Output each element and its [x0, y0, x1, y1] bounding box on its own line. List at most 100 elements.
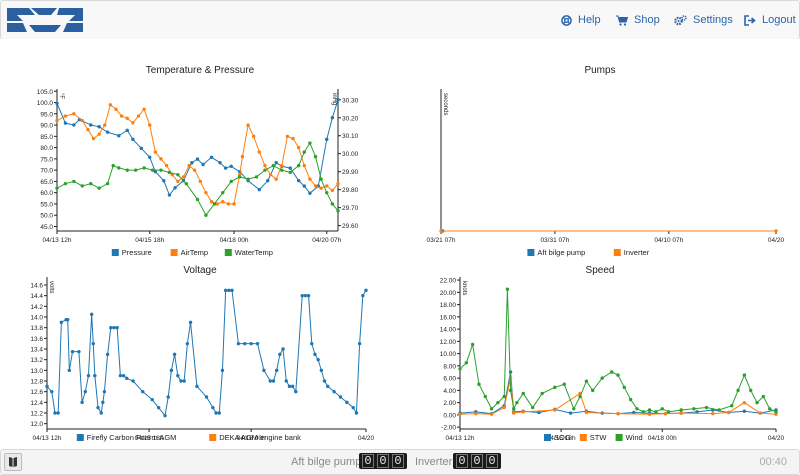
y-tick-label: 13.0	[30, 368, 43, 375]
firefly-carbon-foarm-agm-point	[80, 400, 84, 405]
y-tick-label: 13.2	[30, 357, 43, 364]
watertemp-point	[296, 163, 301, 168]
wind-point	[578, 394, 582, 399]
sog-point	[568, 411, 573, 415]
sog-legend-label: SOG	[554, 433, 571, 442]
x-tick-label: 04/20	[768, 237, 785, 244]
watertemp-point	[313, 154, 318, 159]
wind-point	[600, 376, 604, 380]
wind-point	[464, 361, 469, 365]
firefly-carbon-foarm-agm-point	[361, 293, 365, 298]
firefly-carbon-foarm-agm-point	[243, 341, 247, 346]
airtemp-point	[226, 202, 231, 206]
stw-point	[474, 411, 478, 416]
shop-link[interactable]: Shop	[616, 1, 660, 39]
logout-link[interactable]: Logout	[744, 1, 796, 39]
firefly-carbon-foarm-agm-point	[326, 384, 330, 389]
firefly-carbon-foarm-agm-point	[284, 379, 288, 383]
y-tick-label: 12.00	[440, 339, 457, 346]
y-tick-label: 95.0	[40, 111, 53, 118]
airtemp-point	[114, 107, 118, 111]
firefly-carbon-foarm-agm-point	[290, 384, 295, 389]
wind-point	[736, 388, 740, 393]
y-tick-label: 90.0	[40, 123, 53, 130]
aft-bilge-pump-legend-label: Aft bilge pump	[537, 248, 585, 257]
x-tick-label: 04/13 12h	[446, 435, 475, 442]
wind-legend-swatch	[615, 434, 623, 441]
x-tick-label: 03/31 07h	[540, 237, 569, 244]
pressure-point	[218, 160, 222, 165]
y-tick-label: 65.0	[40, 179, 53, 186]
firefly-carbon-foarm-agm-point	[67, 368, 72, 373]
pressure-point	[257, 187, 262, 192]
firefly-carbon-foarm-agm-point	[281, 347, 285, 351]
firefly-carbon-foarm-agm-point	[287, 384, 292, 389]
book-button[interactable]	[4, 453, 22, 471]
wind-point	[515, 400, 519, 405]
firefly-carbon-foarm-agm-line	[46, 289, 367, 417]
clock-time: 00:40	[759, 456, 787, 468]
settings-link[interactable]: Settings	[674, 1, 733, 39]
firefly-carbon-foarm-agm-point	[278, 352, 282, 357]
pump-counter: 0 0 0	[359, 453, 407, 469]
y-tick-label: 10.00	[440, 351, 457, 358]
y-right-tick-label: 30.00	[342, 151, 359, 158]
watertemp-point	[221, 190, 225, 195]
wind-legend-label: Wind	[626, 433, 643, 442]
firefly-carbon-foarm-agm-point	[268, 379, 272, 383]
voltage-chart: Voltage 12.0 12.2 12.4 12.6 12.8 13.0 13.2 13.4 1…	[0, 261, 400, 447]
airtemp-point	[274, 177, 278, 181]
inverter-digit: 0	[471, 454, 483, 468]
firefly-carbon-foarm-agm-point	[204, 395, 209, 399]
wind-point	[540, 391, 544, 396]
settings-label: Settings	[693, 14, 733, 26]
y-right-tick-label: 29.70	[342, 205, 359, 212]
pressure-point	[153, 169, 158, 174]
y-tick-label: 16.00	[440, 314, 457, 321]
firefly-carbon-foarm-agm-point	[354, 411, 359, 415]
y-unit-label: °F	[58, 93, 64, 99]
firefly-carbon-foarm-agm-point	[351, 405, 355, 410]
airtemp-point	[240, 154, 245, 159]
temperature-pressure-chart: Temperature & Pressure 45.0 50.0 55.0 60.0 65…	[0, 59, 400, 259]
y-tick-label: 6.00	[443, 376, 456, 383]
pressure-point	[89, 123, 93, 127]
firefly-carbon-foarm-agm-point	[217, 411, 221, 415]
stw-point	[647, 412, 652, 416]
help-link[interactable]: Help	[561, 1, 601, 39]
airtemp-point	[181, 175, 186, 179]
firefly-carbon-foarm-agm-point	[125, 376, 129, 381]
pressure-point	[223, 166, 228, 170]
watertemp-point	[288, 170, 292, 175]
firefly-carbon-foarm-agm-point	[93, 373, 97, 378]
x-tick-label: 04/13 12h	[43, 237, 72, 244]
firefly-carbon-foarm-agm-point	[86, 373, 91, 378]
watertemp-point	[150, 168, 155, 172]
airtemp-point	[72, 112, 76, 116]
inverter-point	[774, 229, 778, 233]
airtemp-point	[125, 116, 129, 121]
airtemp-point	[142, 107, 146, 111]
brand-logo[interactable]	[5, 5, 85, 35]
pressure-point	[173, 186, 177, 190]
watertemp-point	[63, 181, 68, 186]
watertemp-point	[263, 168, 267, 172]
airtemp-legend-label: AirTemp	[181, 248, 209, 257]
inverter-counter: 0 0 0	[453, 453, 501, 469]
firefly-carbon-foarm-agm-point	[150, 397, 154, 402]
y-tick-label: 12.6	[30, 389, 43, 396]
pressure-point	[167, 193, 172, 197]
y-tick-label: 18.00	[440, 302, 457, 309]
wind-point	[749, 388, 753, 393]
watertemp-point	[325, 190, 329, 195]
sog-point	[537, 410, 541, 415]
y-tick-label: 70.0	[40, 168, 53, 175]
stw-point	[742, 400, 747, 405]
y-tick-label: 22.00	[440, 278, 457, 285]
wind-point	[647, 408, 652, 412]
watertemp-point	[80, 184, 84, 188]
airtemp-point	[108, 103, 113, 107]
stw-point	[726, 410, 731, 415]
watertemp-legend-swatch	[224, 249, 232, 256]
airtemp-point	[55, 118, 59, 123]
